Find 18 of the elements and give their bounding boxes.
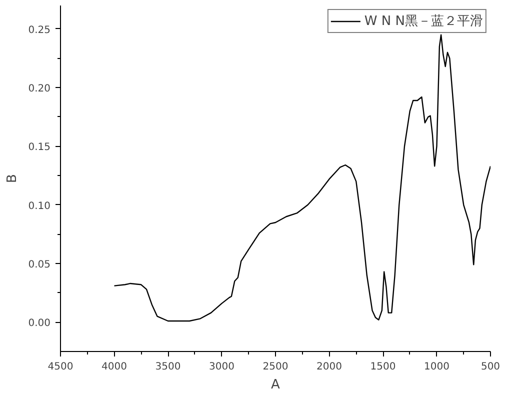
legend-label: W N N黑－蓝２平滑 <box>364 13 483 30</box>
x-tick-label: 2500 <box>262 362 288 372</box>
x-tick-label: 3500 <box>155 362 181 372</box>
y-tick-label: 0.20 <box>28 84 50 95</box>
y-tick-label: 0.00 <box>28 318 50 330</box>
y-tick-label: 0.10 <box>28 200 50 212</box>
y-tick-label: 0.05 <box>28 260 50 271</box>
x-tick-label: 4000 <box>102 362 127 372</box>
x-axis-title: A <box>271 378 280 392</box>
x-tick-label: 4500 <box>48 362 74 372</box>
x-tick-label: 1500 <box>370 362 396 372</box>
x-tick-label: 1000 <box>424 362 450 372</box>
x-tick-label: 500 <box>480 362 500 372</box>
x-tick-label: 3000 <box>209 362 234 372</box>
y-tick-label: 0.15 <box>28 142 50 154</box>
y-axis-title: B <box>5 174 20 183</box>
y-tick-label: 0.25 <box>28 24 50 36</box>
x-tick-label: 2000 <box>316 362 342 372</box>
